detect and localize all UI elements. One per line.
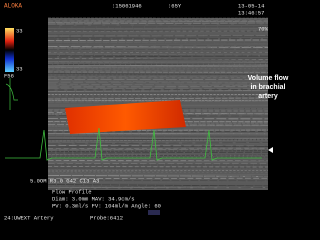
brand: ALOKA	[4, 3, 22, 10]
speckle	[47, 154, 269, 157]
speckle	[47, 70, 269, 72]
speckle	[47, 175, 269, 177]
speckle	[47, 108, 269, 110]
speckle	[47, 23, 269, 26]
ultrasound-screen: ALOKA :15061946 :65Y 13-05-14 13:46:57 7…	[4, 2, 289, 222]
speckle	[47, 185, 269, 188]
speckle	[47, 82, 269, 84]
speckle	[47, 151, 269, 154]
flow-profile-line: Diam: 3.0mm MAV: 34.9cm/s	[52, 195, 135, 202]
speckle	[47, 150, 269, 152]
speckle	[47, 42, 269, 44]
speckle	[47, 20, 269, 23]
color-flow-box	[65, 100, 186, 134]
scale-label: F56	[4, 72, 14, 79]
speckle	[47, 142, 269, 144]
speckle	[47, 53, 269, 56]
speckle	[47, 133, 269, 136]
speckle	[47, 58, 269, 61]
speckle	[47, 46, 269, 49]
patient-id: :15061946	[112, 2, 142, 9]
speckle	[47, 160, 269, 162]
gain: 70%	[258, 25, 269, 32]
date: 13-05-14	[238, 2, 265, 9]
flow-profile-line: PV: 0.3ml/s FV: 104ml/m Angle: 60	[52, 202, 161, 209]
speckle	[47, 142, 269, 145]
speckle	[47, 146, 269, 148]
speckle	[47, 139, 269, 142]
time: 13:46:57	[238, 9, 264, 16]
speckle	[47, 22, 269, 25]
speckle	[47, 166, 269, 168]
color-scale-bar	[5, 28, 14, 72]
speckle	[47, 83, 269, 86]
scale-marker	[5, 78, 18, 110]
speckle	[47, 154, 269, 157]
flow-profile-title: Flow Profile	[52, 188, 92, 195]
probe: Probe:6412	[90, 214, 123, 221]
speckle	[47, 90, 269, 92]
speckle	[47, 64, 269, 67]
speckle	[47, 80, 269, 83]
speckle	[47, 179, 269, 182]
speckle	[47, 55, 269, 58]
speckle	[47, 73, 269, 76]
speckle	[47, 34, 269, 37]
speckle	[47, 156, 269, 158]
age: :65Y	[168, 2, 182, 9]
scale-top: 33	[16, 27, 23, 34]
speckle	[47, 44, 269, 47]
annotation-line: Volume flow	[248, 75, 289, 82]
speckle	[47, 39, 269, 41]
speckle	[47, 170, 269, 172]
preset: 24:UWEXT Artery	[4, 214, 54, 221]
speckle	[47, 30, 269, 32]
speckle	[47, 184, 269, 187]
speckle	[47, 148, 269, 151]
page: ALOKA :15061946 :65Y 13-05-14 13:46:57 7…	[4, 2, 289, 222]
speckle	[47, 187, 269, 190]
speckle	[47, 160, 269, 163]
scale-bottom: 33	[16, 65, 23, 72]
settings: 5.0OM R3.0 G42 C13 A3	[30, 177, 99, 184]
speckle	[47, 65, 269, 68]
speckle	[47, 173, 269, 176]
probe-indicator	[148, 210, 160, 215]
ecg-trace	[5, 127, 262, 161]
annotation-line: artery	[258, 93, 278, 100]
speckle	[47, 181, 269, 184]
focus-marker	[268, 147, 273, 153]
speckle	[47, 97, 269, 100]
speckle	[47, 61, 269, 64]
annotation-line: in brachial	[250, 84, 285, 91]
speckle	[47, 36, 269, 38]
